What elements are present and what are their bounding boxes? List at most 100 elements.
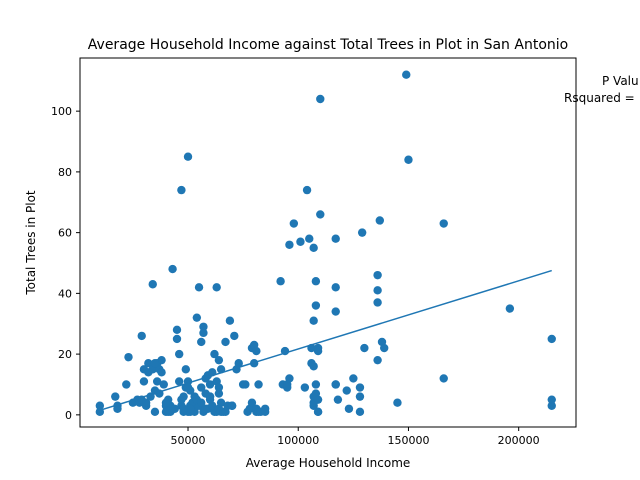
data-point xyxy=(360,343,369,353)
data-point xyxy=(199,322,208,331)
data-point xyxy=(305,234,314,243)
data-point xyxy=(168,264,177,274)
data-point xyxy=(331,380,340,389)
data-point xyxy=(311,301,321,310)
data-point xyxy=(177,185,186,195)
data-point xyxy=(373,298,382,307)
data-point xyxy=(183,383,193,392)
x-tick-label: 150000 xyxy=(387,434,429,447)
data-point xyxy=(216,398,226,407)
data-point xyxy=(122,380,131,389)
data-point xyxy=(111,392,120,401)
axes-frame xyxy=(79,57,577,428)
data-point xyxy=(199,328,208,338)
data-point xyxy=(214,355,224,365)
data-point xyxy=(296,237,305,246)
data-point xyxy=(230,331,239,341)
data-point xyxy=(214,383,224,392)
data-point xyxy=(373,286,382,295)
x-axis-label: Average Household Income xyxy=(246,456,411,470)
data-point xyxy=(547,395,556,404)
y-tick-label: 20 xyxy=(58,348,72,361)
data-point xyxy=(309,243,318,253)
data-point xyxy=(402,70,411,79)
data-point xyxy=(285,240,294,249)
data-point xyxy=(175,377,184,386)
data-point xyxy=(505,304,515,313)
data-point xyxy=(333,395,343,404)
data-point xyxy=(210,349,219,359)
data-point xyxy=(355,407,365,417)
data-point xyxy=(214,389,224,398)
data-point xyxy=(170,404,179,413)
data-point xyxy=(302,185,312,195)
data-point xyxy=(311,277,321,286)
data-point xyxy=(124,352,133,362)
data-point xyxy=(221,337,230,347)
y-tick-label: 0 xyxy=(65,409,72,422)
data-point xyxy=(225,316,235,325)
data-point xyxy=(172,325,182,335)
data-point xyxy=(144,359,153,368)
data-point xyxy=(547,401,556,410)
data-point xyxy=(313,407,323,417)
fit-line xyxy=(99,269,552,412)
data-point xyxy=(197,383,206,392)
y-tick-label: 100 xyxy=(51,105,72,118)
data-point xyxy=(300,383,310,392)
data-point xyxy=(547,334,556,344)
data-point xyxy=(247,398,257,407)
data-point xyxy=(139,377,149,386)
data-point xyxy=(141,398,151,407)
data-point xyxy=(197,337,206,347)
data-point xyxy=(373,355,382,365)
data-point xyxy=(175,349,184,359)
data-point xyxy=(172,334,182,344)
y-axis-ticks: 0 20 40 60 80 100 xyxy=(51,105,80,422)
data-point xyxy=(316,210,325,219)
data-point xyxy=(355,392,365,401)
data-point xyxy=(157,368,166,377)
data-point xyxy=(313,346,323,356)
data-point xyxy=(181,365,191,374)
data-point xyxy=(234,359,243,368)
data-point xyxy=(148,280,157,289)
x-tick-label: 200000 xyxy=(498,434,540,447)
y-tick-label: 80 xyxy=(58,166,72,179)
data-point xyxy=(289,219,299,228)
data-point xyxy=(197,398,206,407)
data-point xyxy=(95,401,105,410)
data-point xyxy=(205,380,215,389)
data-point xyxy=(285,374,294,383)
data-point xyxy=(212,283,221,292)
data-point xyxy=(404,155,413,164)
data-point xyxy=(113,404,122,413)
data-point xyxy=(205,392,215,401)
data-point xyxy=(349,374,358,383)
data-point xyxy=(380,343,389,353)
data-point xyxy=(161,398,171,407)
data-point xyxy=(150,359,160,368)
x-axis-ticks: 50000 100000 150000 200000 xyxy=(171,427,540,447)
data-point xyxy=(254,380,263,389)
data-point xyxy=(192,313,202,322)
data-point xyxy=(439,219,448,228)
data-point xyxy=(375,216,385,225)
data-point xyxy=(137,331,146,341)
data-point xyxy=(159,380,168,389)
data-point xyxy=(331,234,340,243)
data-point xyxy=(252,346,261,356)
y-axis-label: Total Trees in Plot xyxy=(24,190,38,296)
data-point xyxy=(260,407,270,417)
data-point xyxy=(186,404,195,413)
data-point xyxy=(276,277,285,286)
x-tick-label: 50000 xyxy=(171,434,206,447)
data-point xyxy=(241,380,250,389)
data-point xyxy=(163,407,173,417)
data-point xyxy=(357,228,367,237)
data-point xyxy=(355,383,365,392)
data-point xyxy=(194,283,204,292)
data-point xyxy=(393,398,402,407)
data-point xyxy=(179,392,188,401)
x-tick-label: 100000 xyxy=(277,434,319,447)
